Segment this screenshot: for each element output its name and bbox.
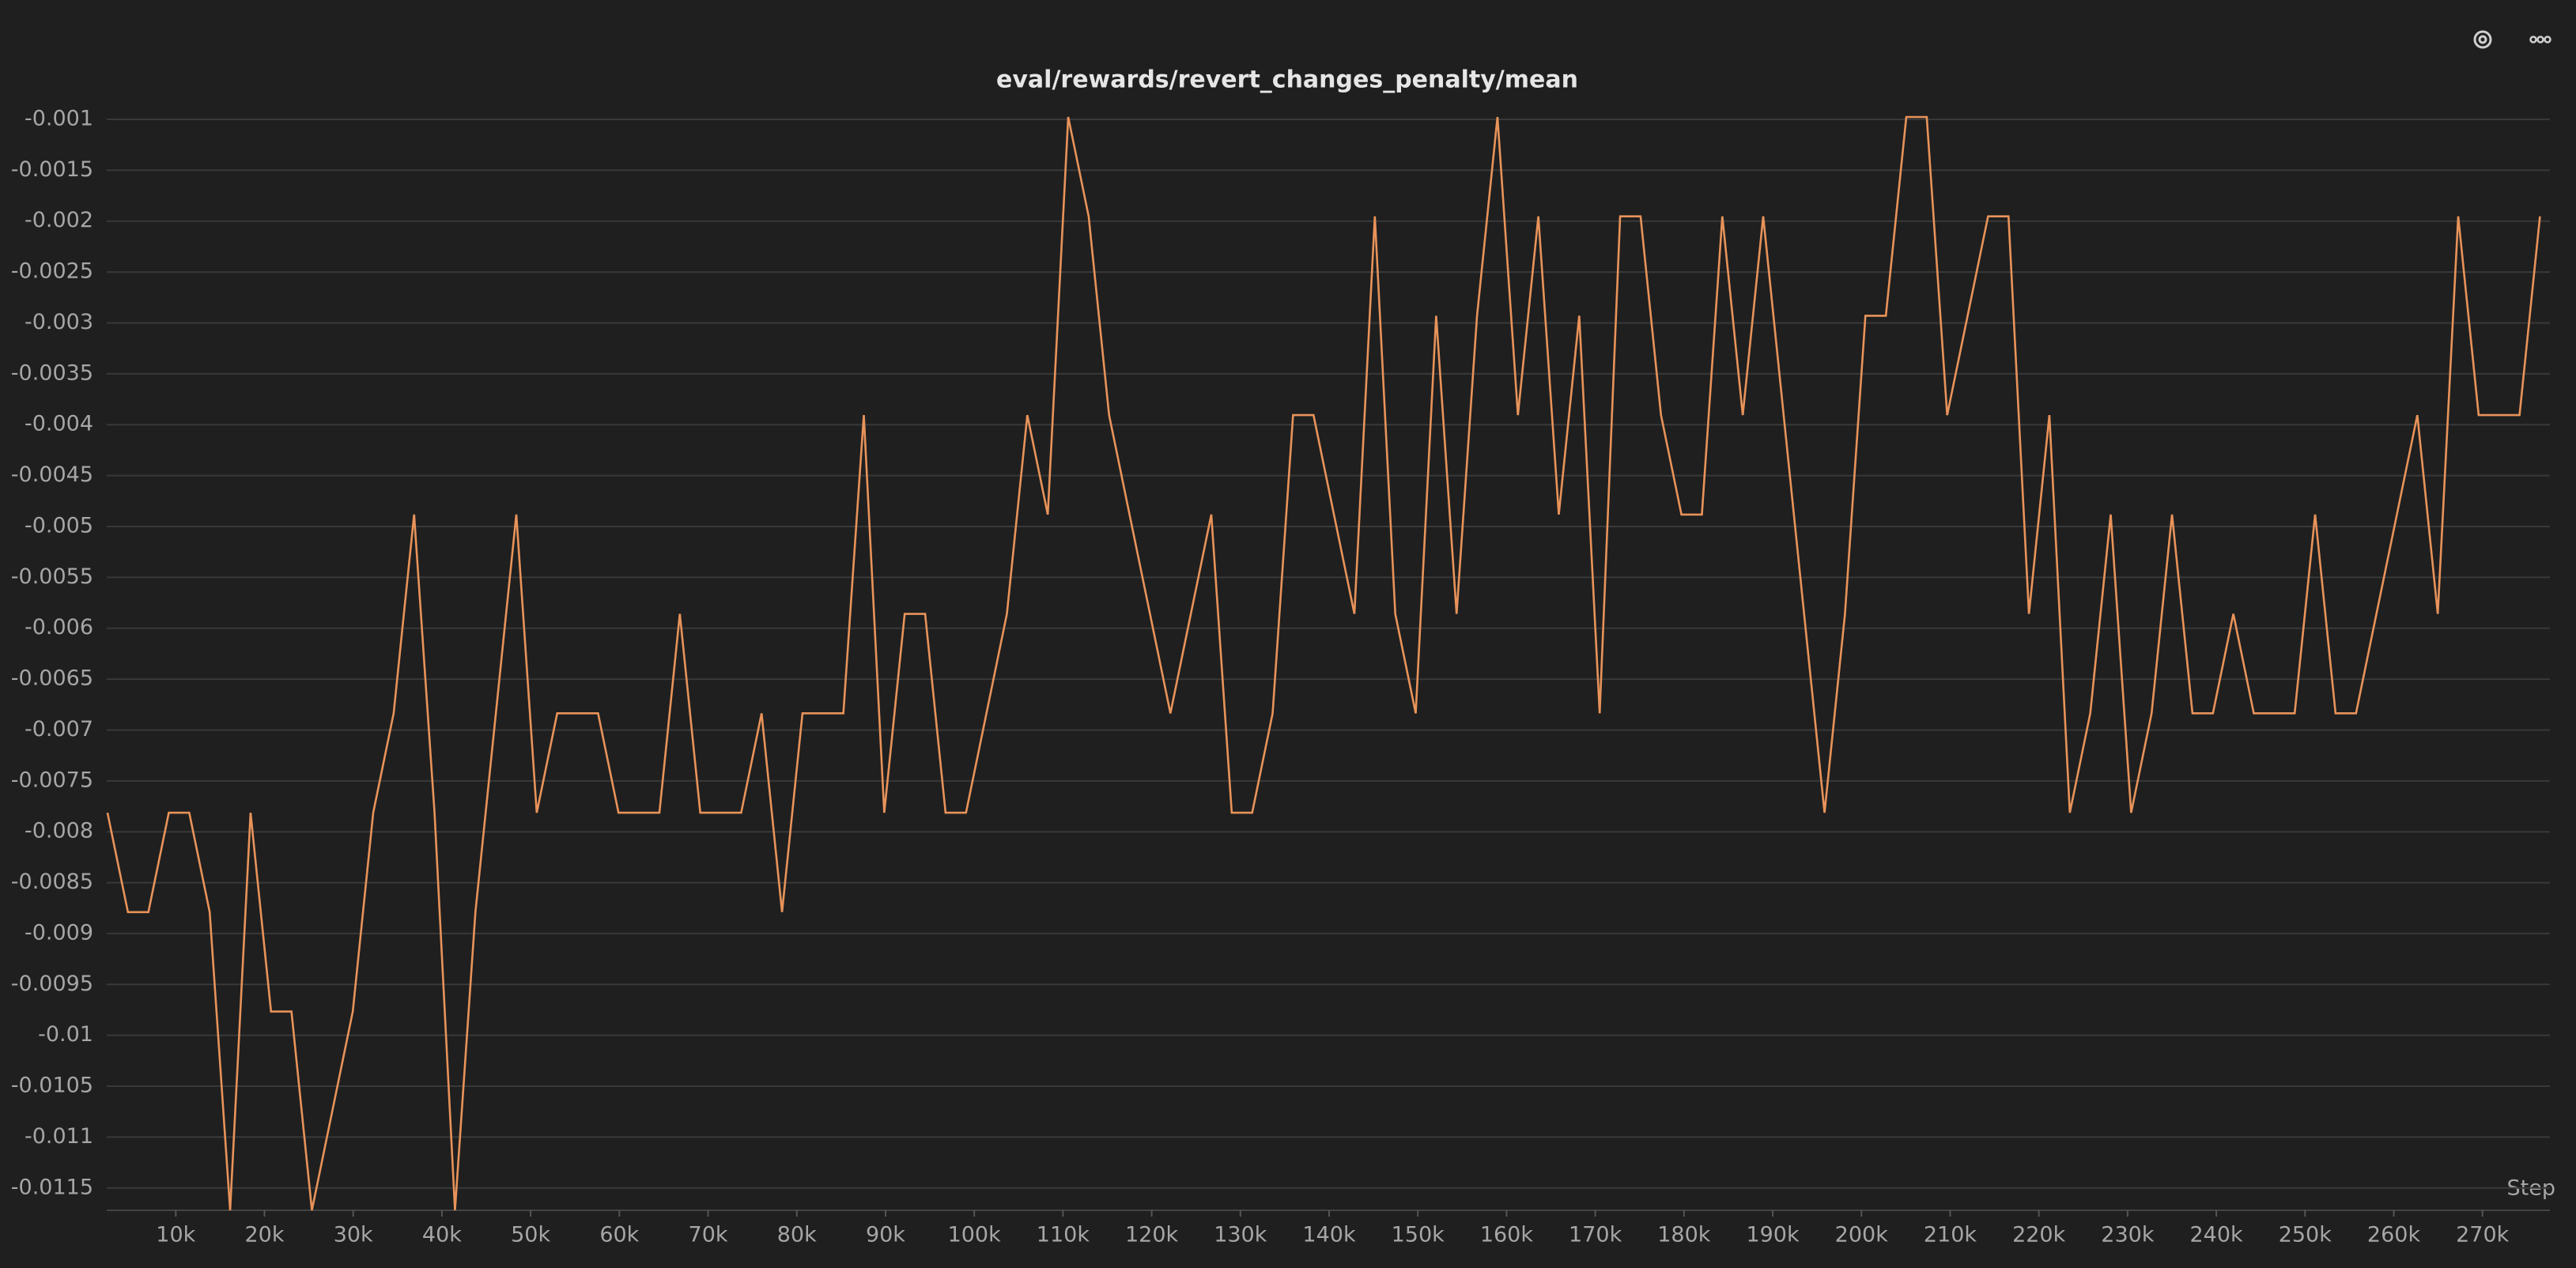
x-tick-label: 200k — [1835, 1223, 1889, 1247]
x-tick-label: 20k — [245, 1223, 285, 1247]
x-tick-label: 270k — [2456, 1223, 2510, 1247]
x-tick-label: 180k — [1657, 1223, 1711, 1247]
x-tick-label: 100k — [948, 1223, 1002, 1247]
y-tick-label: -0.003 — [25, 310, 93, 334]
more-menu-icon[interactable] — [2529, 36, 2551, 43]
settings-icon[interactable] — [2473, 30, 2492, 49]
x-tick-label: 30k — [334, 1223, 373, 1247]
y-tick-label: -0.005 — [25, 513, 93, 538]
y-tick-label: -0.011 — [25, 1124, 93, 1149]
x-tick-label: 120k — [1125, 1223, 1179, 1247]
y-tick-label: -0.004 — [25, 412, 93, 436]
y-tick-label: -0.0065 — [11, 666, 93, 691]
y-tick-label: -0.0105 — [11, 1074, 93, 1098]
x-tick-label: 170k — [1569, 1223, 1622, 1247]
dot — [2529, 36, 2537, 43]
gear-outer — [2473, 30, 2492, 49]
y-tick-label: -0.0045 — [11, 462, 93, 487]
y-tick-label: -0.001 — [25, 106, 93, 130]
x-tick-label: 250k — [2279, 1223, 2332, 1247]
x-tick-label: 230k — [2101, 1223, 2155, 1247]
chart-title: eval/rewards/revert_changes_penalty/mean — [996, 66, 1578, 94]
dot — [2544, 36, 2551, 43]
x-tick-label: 60k — [599, 1223, 639, 1247]
dot — [2536, 36, 2544, 43]
x-tick-label: 260k — [2367, 1223, 2421, 1247]
x-tick-label: 150k — [1392, 1223, 1445, 1247]
y-tick-label: -0.01 — [38, 1022, 93, 1047]
x-tick-label: 190k — [1746, 1223, 1800, 1247]
x-tick-label: 40k — [422, 1223, 462, 1247]
x-tick-label: 160k — [1480, 1223, 1534, 1247]
x-tick-label: 80k — [777, 1223, 817, 1247]
x-tick-label: 10k — [156, 1223, 195, 1247]
series-line — [106, 115, 2541, 1211]
x-tick-label: 90k — [866, 1223, 905, 1247]
x-tick-label: 240k — [2190, 1223, 2244, 1247]
y-tick-label: -0.002 — [25, 208, 93, 232]
y-tick-label: -0.0085 — [11, 870, 93, 894]
x-tick-label: 130k — [1214, 1223, 1267, 1247]
x-tick-label: 110k — [1037, 1223, 1090, 1247]
y-tick-label: -0.008 — [25, 819, 93, 843]
gear-inner — [2478, 35, 2487, 44]
y-tick-label: -0.0075 — [11, 768, 93, 792]
x-tick-label: 220k — [2012, 1223, 2066, 1247]
y-tick-label: -0.0025 — [11, 259, 93, 284]
x-tick-label: 50k — [511, 1223, 550, 1247]
y-tick-label: -0.007 — [25, 717, 93, 742]
y-tick-label: -0.0015 — [11, 157, 93, 182]
y-tick-label: -0.0055 — [11, 564, 93, 589]
x-tick-label: 210k — [1924, 1223, 1977, 1247]
x-tick-label: 70k — [689, 1223, 728, 1247]
y-tick-label: -0.0035 — [11, 360, 93, 385]
y-tick-label: -0.009 — [25, 920, 93, 945]
y-tick-label: -0.0095 — [11, 972, 93, 996]
y-tick-label: -0.006 — [25, 615, 93, 640]
y-tick-label: -0.0115 — [11, 1175, 93, 1199]
x-tick-label: 140k — [1302, 1223, 1356, 1247]
